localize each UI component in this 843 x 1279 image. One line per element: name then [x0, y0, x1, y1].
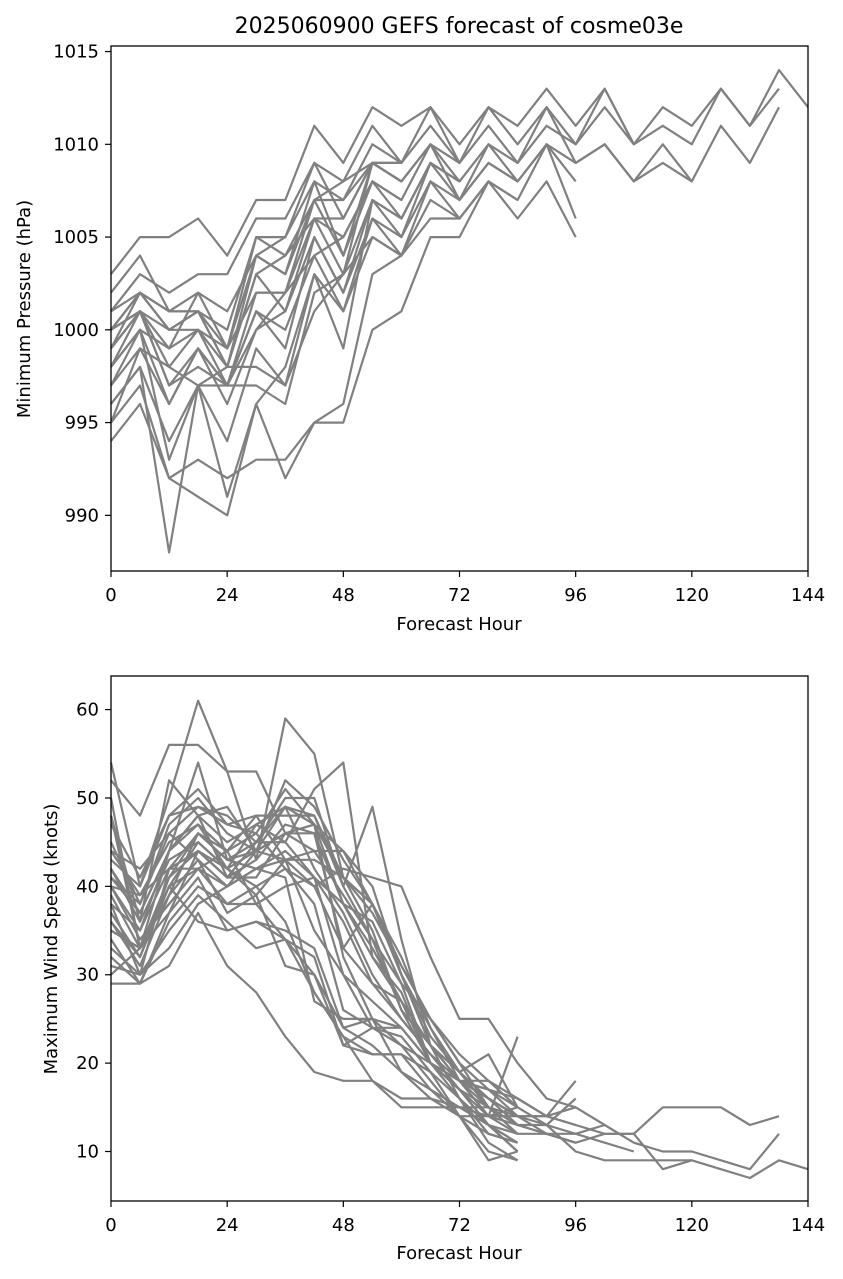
wind-axes-frame — [110, 675, 809, 1202]
pressure-member-line-3 — [110, 106, 780, 331]
wind-x-tick-label: 72 — [448, 1215, 471, 1236]
wind-member-line-31 — [110, 823, 402, 1029]
wind-member-line-21 — [110, 867, 518, 1162]
pressure-y-tick-label: 1000 — [53, 320, 99, 341]
pressure-member-line-11 — [110, 180, 490, 517]
wind-member-line-19 — [110, 787, 519, 1126]
wind-chart: 0 24 48 72 96 120 144 10 20 30 40 50 60 Forecast Hou… — [41, 675, 825, 1264]
pressure-y-tick-label: 995 — [65, 413, 99, 434]
pressure-member-line-12 — [110, 161, 461, 498]
pressure-member-line-2 — [110, 87, 780, 312]
wind-y-tick-label: 10 — [76, 1142, 99, 1163]
wind-member-line-18 — [110, 858, 519, 1135]
wind-y-tick-label: 50 — [76, 788, 99, 809]
pressure-member-line-15 — [110, 162, 432, 406]
wind-x-tick-label: 48 — [332, 1215, 355, 1236]
pressure-y-tick-label: 1015 — [53, 42, 99, 63]
wind-x-tick-label: 24 — [216, 1215, 239, 1236]
pressure-member-line-16 — [110, 161, 402, 368]
pressure-x-tick-label: 0 — [105, 585, 116, 606]
wind-x-tick-label: 120 — [675, 1215, 709, 1236]
pressure-member-line-20 — [110, 180, 402, 368]
pressure-member-line-1 — [110, 68, 809, 275]
wind-x-tick-label: 96 — [564, 1215, 587, 1236]
pressure-y-tick-label: 1010 — [53, 134, 99, 155]
pressure-x-tick-label: 96 — [564, 585, 587, 606]
wind-y-tick-label: 40 — [76, 876, 99, 897]
figure-title: 2025060900 GEFS forecast of cosme03e — [235, 14, 684, 39]
wind-x-axis-label: Forecast Hour — [396, 1243, 522, 1264]
pressure-series-group — [109, 68, 809, 554]
pressure-x-tick-label: 48 — [332, 585, 355, 606]
wind-x-tick-label: 0 — [105, 1215, 116, 1236]
wind-member-line-28 — [110, 849, 519, 1153]
wind-member-line-30 — [110, 867, 606, 1135]
pressure-chart: 0 24 48 72 96 120 144 990 995 1000 1005 1010 1015 Fo… — [14, 42, 825, 635]
wind-y-tick-label: 30 — [76, 965, 99, 986]
pressure-member-line-17 — [110, 161, 402, 554]
wind-y-tick-label: 60 — [76, 700, 99, 721]
pressure-x-tick-label: 24 — [216, 585, 239, 606]
wind-x-tick-label: 144 — [791, 1215, 825, 1236]
wind-member-line-27 — [109, 761, 518, 1162]
pressure-axis-ticks: 0 24 48 72 96 120 144 990 995 1000 1005 1010 1015 — [53, 42, 825, 606]
wind-y-tick-label: 20 — [76, 1053, 99, 1074]
pressure-x-tick-label: 144 — [791, 585, 825, 606]
pressure-member-line-21 — [110, 161, 402, 350]
pressure-member-line-19 — [110, 161, 402, 350]
pressure-y-tick-label: 990 — [65, 505, 99, 526]
wind-member-line-25 — [110, 823, 518, 1144]
wind-y-axis-label: Maximum Wind Speed (knots) — [41, 804, 62, 1075]
wind-member-line-29 — [110, 805, 577, 1127]
wind-axis-ticks: 0 24 48 72 96 120 144 10 20 30 40 50 60 — [76, 700, 825, 1236]
pressure-axes-frame — [110, 45, 809, 572]
pressure-member-line-18 — [109, 236, 402, 424]
wind-series-group — [109, 699, 809, 1180]
pressure-x-tick-label: 72 — [448, 585, 471, 606]
pressure-y-tick-label: 1005 — [53, 227, 99, 248]
pressure-x-tick-label: 120 — [675, 585, 709, 606]
wind-member-line-7 — [110, 779, 577, 1144]
wind-member-line-9 — [110, 805, 577, 1109]
wind-member-line-22 — [110, 894, 519, 1118]
pressure-x-axis-label: Forecast Hour — [396, 614, 522, 635]
pressure-y-axis-label: Minimum Pressure (hPa) — [14, 200, 35, 418]
